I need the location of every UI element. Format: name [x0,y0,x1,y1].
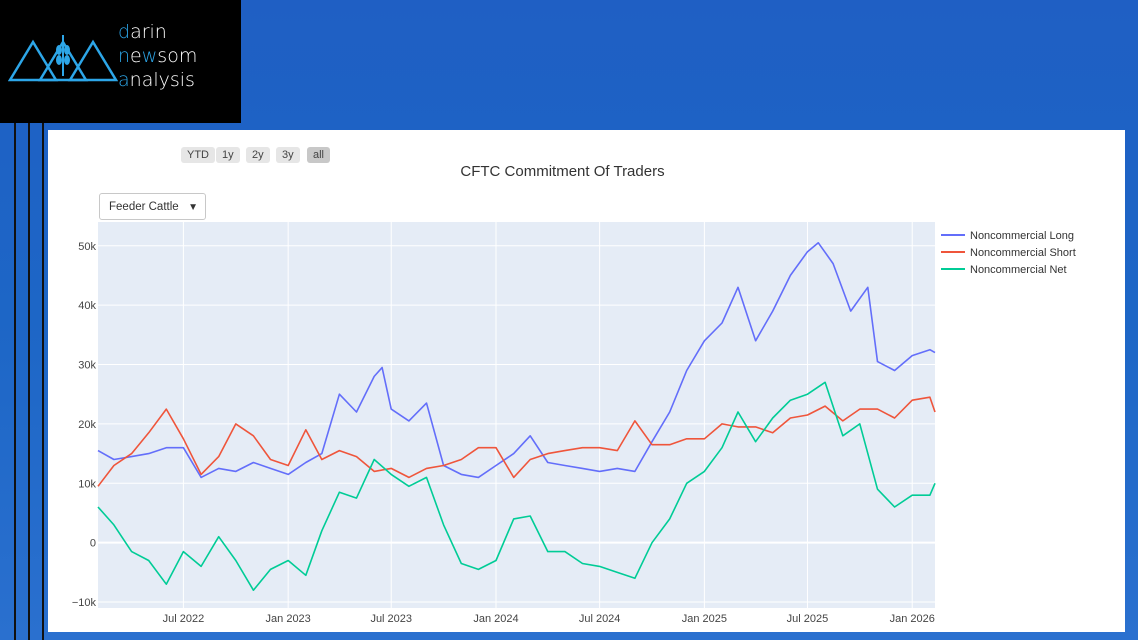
legend-label: Noncommercial Long [970,230,1074,242]
x-tick-label: Jan 2026 [890,613,935,625]
range-button-ytd[interactable]: YTD [181,147,215,163]
x-tick-label: Jul 2025 [787,613,829,625]
x-tick-label: Jul 2024 [579,613,621,625]
series-line [97,381,936,592]
y-tick-label: 40k [78,300,96,312]
y-tick-label: 50k [78,241,96,253]
range-button-3y[interactable]: 3y [276,147,300,163]
y-tick-label: 20k [78,419,96,431]
x-tick-label: Jul 2023 [370,613,412,625]
chart-title: CFTC Commitment Of Traders [460,163,665,180]
plot-area [98,222,935,608]
legend-label: Noncommercial Short [970,247,1076,259]
chart-panel: YTD 1y 2y 3y all CFTC Commitment Of Trad… [48,130,1125,632]
y-tick-label: 0 [90,538,96,550]
x-tick-label: Jan 2025 [682,613,727,625]
y-tick-label: 10k [78,478,96,490]
dropdown-selected-label: Feeder Cattle [109,201,179,213]
legend-label: Noncommercial Net [970,264,1067,276]
brand-wordmark: darin newsom analysis [118,21,198,91]
brand-logo: darin newsom analysis [0,0,241,123]
x-tick-label: Jan 2023 [266,613,311,625]
commodity-dropdown[interactable]: Feeder Cattle ▼ [99,193,206,220]
y-tick-label: −10k [72,597,97,609]
decorative-divider [14,123,16,640]
range-button-1y[interactable]: 1y [216,147,240,163]
mountain-logo-icon [8,35,118,82]
x-tick-label: Jul 2022 [163,613,205,625]
series-line [97,242,936,479]
range-button-all[interactable]: all [307,147,331,163]
chevron-down-icon: ▼ [188,202,198,213]
decorative-divider [28,123,30,640]
series-line [97,396,936,487]
y-tick-label: 30k [78,360,96,372]
decorative-divider [42,123,44,640]
x-tick-label: Jan 2024 [473,613,518,625]
line-chart: Jul 2022 Jan 2023 Jul 2023 Jan 2024 Jul 2024… [72,222,1076,625]
range-button-2y[interactable]: 2y [246,147,270,163]
